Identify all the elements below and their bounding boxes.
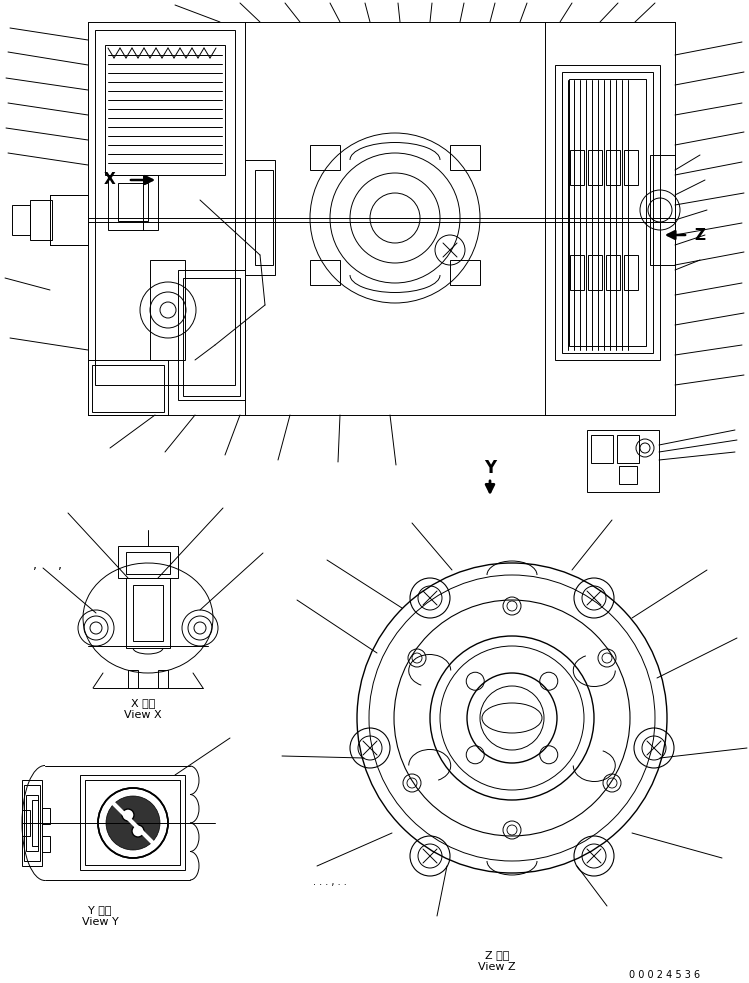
Bar	[24, 785, 40, 861]
Text: X 　視: X 視	[131, 698, 155, 708]
Bar	[624, 255, 638, 290]
Bar	[133, 585, 163, 641]
Bar	[569, 79, 646, 346]
Bar	[108, 175, 158, 230]
Bar	[617, 435, 639, 463]
Text: Z: Z	[694, 227, 706, 243]
Circle shape	[122, 809, 134, 821]
Bar	[570, 150, 584, 185]
Bar	[118, 546, 178, 578]
Bar	[22, 810, 30, 836]
Circle shape	[132, 825, 144, 837]
Bar	[85, 780, 180, 865]
Bar	[22, 780, 42, 866]
Bar	[95, 30, 235, 385]
Bar	[650, 155, 675, 265]
Bar	[183, 278, 240, 396]
Text: Y 　視: Y 視	[88, 905, 112, 915]
Bar	[50, 195, 88, 245]
Text: . . . , . .: . . . , . .	[313, 877, 347, 887]
Text: View X: View X	[124, 710, 162, 720]
Bar	[42, 836, 50, 852]
Bar	[562, 72, 653, 353]
Circle shape	[106, 796, 160, 850]
Text: View Y: View Y	[82, 917, 118, 927]
Bar	[591, 435, 613, 463]
Bar	[128, 670, 138, 688]
Bar	[624, 150, 638, 185]
Text: ,: ,	[58, 558, 62, 571]
Bar	[42, 808, 50, 824]
Bar	[606, 150, 620, 185]
Bar	[588, 150, 602, 185]
Bar	[450, 145, 480, 170]
Bar	[450, 260, 480, 285]
Bar	[88, 360, 168, 415]
Text: ,: ,	[33, 558, 37, 571]
Bar	[32, 800, 38, 846]
Bar	[80, 775, 185, 870]
Text: 0 0 0 2 4 5 3 6: 0 0 0 2 4 5 3 6	[629, 970, 700, 980]
Bar	[126, 552, 170, 574]
Bar	[245, 160, 275, 275]
Bar	[150, 260, 185, 360]
Bar	[118, 183, 148, 221]
Bar	[587, 430, 659, 492]
Bar	[30, 200, 52, 240]
Bar	[570, 255, 584, 290]
Bar	[92, 365, 164, 412]
Bar	[555, 65, 660, 360]
Text: Z 　視: Z 視	[485, 950, 509, 960]
Bar	[126, 578, 170, 648]
Bar	[255, 170, 273, 265]
Bar	[310, 260, 340, 285]
Bar	[158, 670, 168, 688]
Text: View Z: View Z	[478, 962, 516, 972]
Bar	[606, 255, 620, 290]
Bar	[26, 795, 38, 851]
Text: X: X	[104, 172, 116, 188]
Bar	[588, 255, 602, 290]
Circle shape	[98, 788, 168, 858]
Bar	[105, 45, 225, 175]
Bar	[12, 205, 30, 235]
Bar	[619, 466, 637, 484]
Bar	[178, 270, 245, 400]
Bar	[310, 145, 340, 170]
Text: Y: Y	[484, 459, 496, 477]
